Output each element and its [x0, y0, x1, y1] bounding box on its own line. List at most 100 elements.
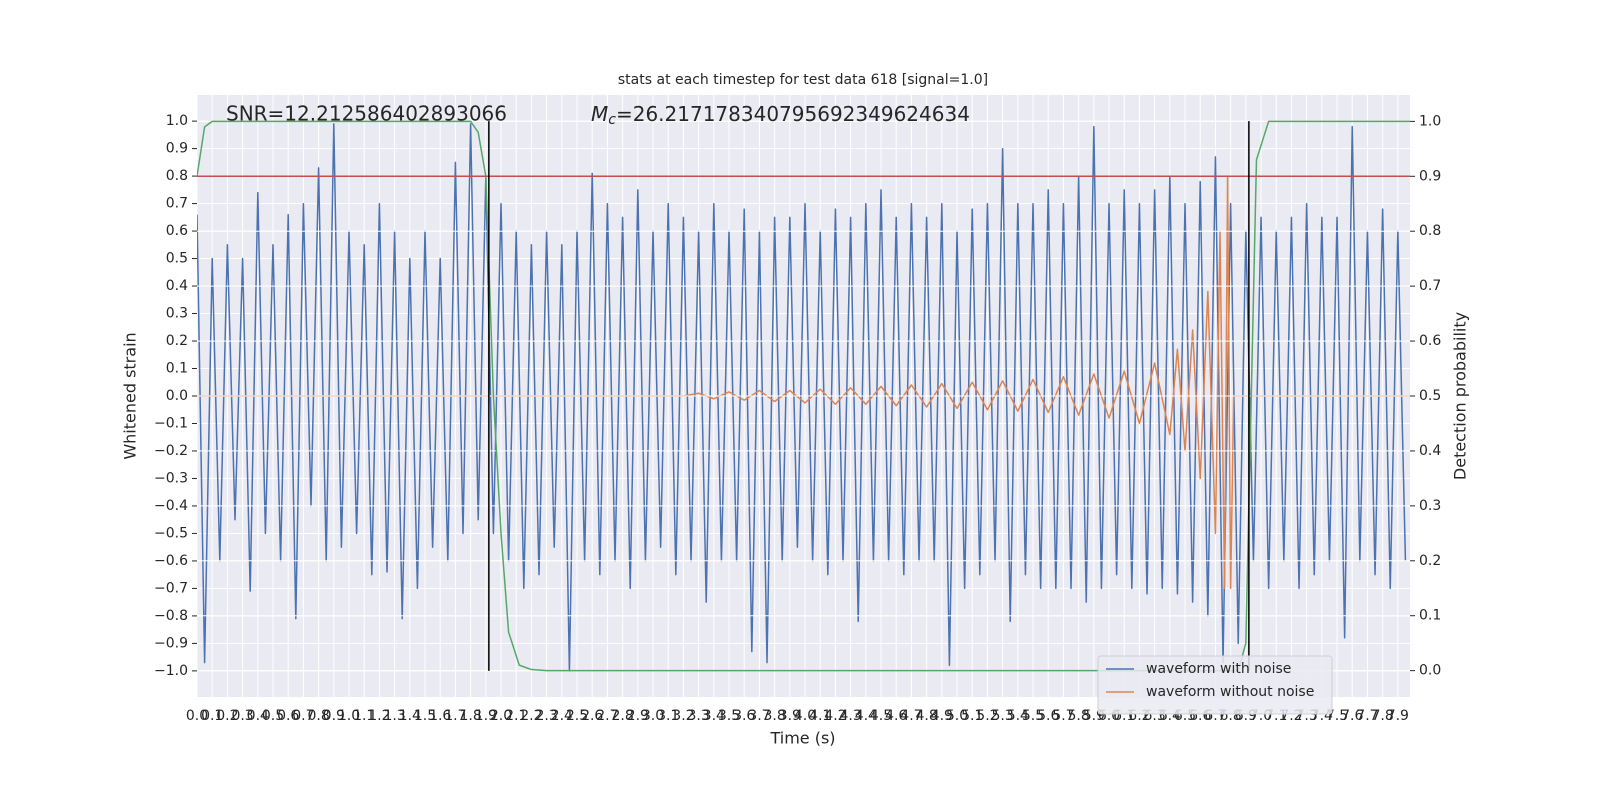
y2-tick-label: 0.9: [1419, 168, 1441, 184]
y-tick-label: 0.0: [166, 388, 188, 404]
x-tick-label: 1.5: [414, 708, 436, 724]
x-tick-label: 5.7: [1052, 708, 1074, 724]
x-tick-label: 5.4: [1007, 708, 1029, 724]
y2-tick-label: 0.6: [1419, 333, 1441, 349]
x-tick-label: 4.8: [915, 708, 937, 724]
x-tick-label: 5.3: [991, 708, 1013, 724]
chart-title: stats at each timestep for test data 618…: [618, 72, 988, 88]
y-tick-label: 1.0: [166, 113, 188, 129]
y2-tick-label: 1.0: [1419, 113, 1441, 129]
mc-value: =26.217178340795692349624634: [616, 102, 970, 126]
y-tick-label: −0.8: [154, 608, 188, 624]
x-tick-label: 0.8: [307, 708, 329, 724]
x-tick-label: 5.5: [1022, 708, 1044, 724]
x-tick-label: 5.0: [946, 708, 968, 724]
x-tick-label: 2.4: [551, 708, 573, 724]
y-tick-label: −0.1: [154, 415, 188, 431]
x-tick-label: 1.6: [429, 708, 451, 724]
y-tick-label: 0.3: [166, 306, 188, 322]
y-axis-label: Whitened strain: [121, 332, 140, 459]
x-tick-label: 2.6: [581, 708, 603, 724]
x-tick-label: 4.6: [885, 708, 907, 724]
x-tick-label: 3.0: [642, 708, 664, 724]
x-tick-label: 0.6: [277, 708, 299, 724]
x-tick-label: 5.6: [1037, 708, 1059, 724]
y2-axis-label: Detection probability: [1451, 312, 1470, 480]
x-tick-label: 7.9: [1387, 708, 1409, 724]
legend-label: waveform without noise: [1146, 684, 1314, 700]
x-tick-label: 1.8: [459, 708, 481, 724]
x-tick-label: 0.1: [201, 708, 223, 724]
y-tick-label: −0.3: [154, 470, 188, 486]
x-tick-label: 3.5: [718, 708, 740, 724]
x-tick-label: 7.6: [1341, 708, 1363, 724]
y2-tick-label: 0.2: [1419, 553, 1441, 569]
x-tick-label: 2.8: [611, 708, 633, 724]
x-tick-label: 1.9: [475, 708, 497, 724]
y-tick-label: 0.9: [166, 141, 188, 157]
y-tick-label: −0.5: [154, 525, 188, 541]
y2-tick-label: 0.3: [1419, 498, 1441, 514]
x-axis-label: Time (s): [769, 729, 835, 748]
y2-tick-label: 0.0: [1419, 663, 1441, 679]
x-tick-label: 4.2: [824, 708, 846, 724]
x-tick-label: 5.2: [976, 708, 998, 724]
x-tick-label: 5.1: [961, 708, 983, 724]
snr-annotation: SNR=12.212586402893066: [226, 102, 507, 126]
x-tick-label: 1.3: [383, 708, 405, 724]
x-tick-label: 0.2: [216, 708, 238, 724]
mc-symbol: M: [591, 102, 608, 126]
y2-tick-label: 0.4: [1419, 443, 1441, 459]
x-tick-label: 5.8: [1067, 708, 1089, 724]
y-tick-label: −0.2: [154, 443, 188, 459]
x-tick-label: 0.3: [231, 708, 253, 724]
y-tick-label: −0.9: [154, 635, 188, 651]
mc-annotation: Mc=26.217178340795692349624634: [591, 102, 970, 129]
mc-subscript: c: [608, 112, 616, 128]
x-tick-label: 3.1: [657, 708, 679, 724]
x-tick-label: 3.3: [687, 708, 709, 724]
legend-label: waveform with noise: [1146, 661, 1291, 677]
y-tick-label: 0.1: [166, 361, 188, 377]
plot-area: [197, 95, 1410, 697]
y-tick-label: −0.6: [154, 553, 188, 569]
x-tick-label: 2.5: [566, 708, 588, 724]
x-tick-label: 2.2: [520, 708, 542, 724]
x-tick-label: 3.4: [703, 708, 725, 724]
x-tick-label: 1.1: [353, 708, 375, 724]
y2-tick-label: 0.1: [1419, 608, 1441, 624]
y2-tick-label: 0.5: [1419, 388, 1441, 404]
x-tick-label: 3.9: [779, 708, 801, 724]
x-tick-label: 4.0: [794, 708, 816, 724]
x-tick-label: 3.7: [748, 708, 770, 724]
y2-tick-label: 0.7: [1419, 278, 1441, 294]
legend-box: [1097, 655, 1333, 715]
y-tick-label: 0.2: [166, 333, 188, 349]
x-tick-label: 4.1: [809, 708, 831, 724]
y-tick-label: 0.6: [166, 223, 188, 239]
x-tick-label: 4.7: [900, 708, 922, 724]
y-tick-label: 0.8: [166, 168, 188, 184]
x-tick-label: 0.7: [292, 708, 314, 724]
x-tick-label: 1.4: [399, 708, 421, 724]
x-tick-label: 4.3: [839, 708, 861, 724]
y-tick-label: 0.5: [166, 251, 188, 267]
y-tick-label: −0.4: [154, 498, 188, 514]
y-tick-label: 0.4: [166, 278, 188, 294]
x-tick-label: 7.8: [1372, 708, 1394, 724]
x-tick-label: 4.4: [855, 708, 877, 724]
x-tick-label: 1.7: [444, 708, 466, 724]
x-tick-label: 4.9: [931, 708, 953, 724]
x-tick-label: 1.0: [338, 708, 360, 724]
x-tick-label: 7.7: [1356, 708, 1378, 724]
x-tick-label: 4.5: [870, 708, 892, 724]
x-tick-label: 2.9: [627, 708, 649, 724]
x-tick-label: 3.2: [672, 708, 694, 724]
x-tick-label: 0.0: [186, 708, 208, 724]
x-tick-label: 3.6: [733, 708, 755, 724]
y2-tick-label: 0.8: [1419, 223, 1441, 239]
x-tick-label: 2.7: [596, 708, 618, 724]
y-tick-label: −0.7: [154, 580, 188, 596]
x-tick-label: 0.5: [262, 708, 284, 724]
